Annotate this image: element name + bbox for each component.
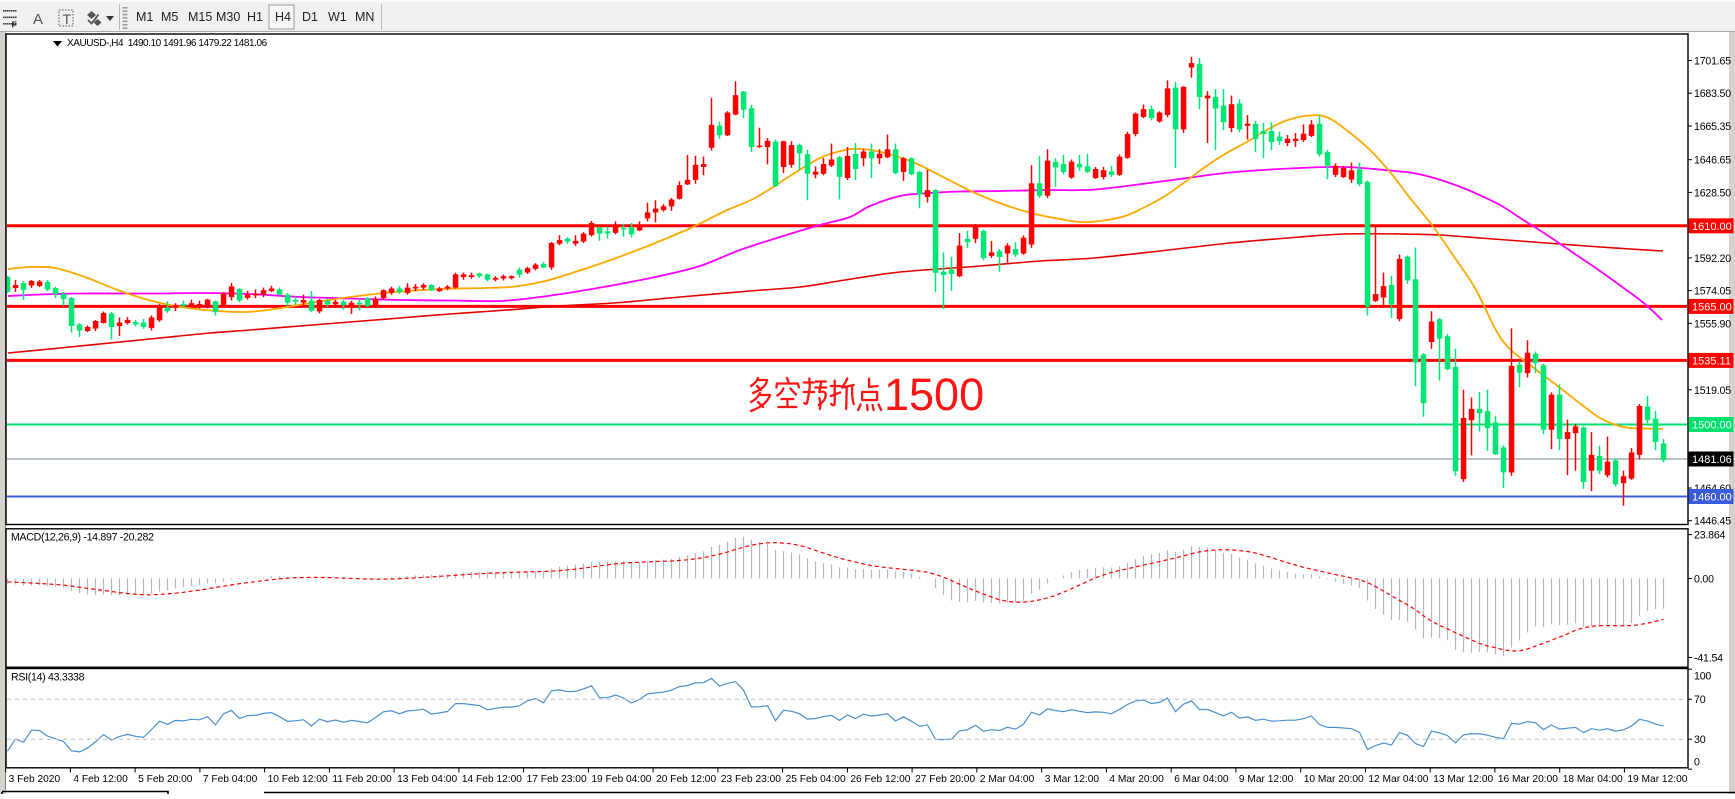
svg-text:1535.11: 1535.11 xyxy=(1692,355,1731,367)
svg-text:25 Feb 04:00: 25 Feb 04:00 xyxy=(786,774,846,785)
svg-text:1446.45: 1446.45 xyxy=(1694,516,1731,528)
svg-text:1481.06: 1481.06 xyxy=(1692,454,1732,466)
svg-text:10 Feb 12:00: 10 Feb 12:00 xyxy=(268,774,328,785)
svg-text:T: T xyxy=(63,11,72,27)
svg-text:1574.05: 1574.05 xyxy=(1694,286,1731,298)
svg-text:1628.50: 1628.50 xyxy=(1694,187,1731,199)
svg-text:M1: M1 xyxy=(136,10,153,24)
svg-text:11 Feb 20:00: 11 Feb 20:00 xyxy=(332,774,392,785)
svg-text:1500.00: 1500.00 xyxy=(1692,420,1732,432)
svg-text:30: 30 xyxy=(1694,734,1706,746)
svg-text:12 Mar 04:00: 12 Mar 04:00 xyxy=(1368,774,1428,785)
svg-text:1500: 1500 xyxy=(884,369,984,420)
svg-text:2 Mar 04:00: 2 Mar 04:00 xyxy=(980,774,1035,785)
svg-text:3 Feb 2020: 3 Feb 2020 xyxy=(9,774,61,785)
svg-text:1555.90: 1555.90 xyxy=(1694,318,1731,330)
svg-text:1646.65: 1646.65 xyxy=(1694,155,1731,167)
svg-text:13 Feb 04:00: 13 Feb 04:00 xyxy=(397,774,457,785)
svg-text:4 Feb 12:00: 4 Feb 12:00 xyxy=(73,774,128,785)
svg-text:20 Feb 12:00: 20 Feb 12:00 xyxy=(656,774,716,785)
svg-text:70: 70 xyxy=(1694,694,1706,706)
svg-text:1665.35: 1665.35 xyxy=(1694,121,1731,133)
svg-text:F: F xyxy=(12,20,17,30)
svg-text:D1: D1 xyxy=(302,10,318,24)
svg-text:1610.00: 1610.00 xyxy=(1692,221,1732,233)
svg-text:5 Feb 20:00: 5 Feb 20:00 xyxy=(138,774,193,785)
svg-text:XAUUSD-,H4 1490.10 1491.96 14: XAUUSD-,H4 1490.10 1491.96 1479.22 1481.… xyxy=(67,38,268,49)
svg-text:-41.54: -41.54 xyxy=(1694,653,1723,665)
svg-text:1460.00: 1460.00 xyxy=(1692,492,1732,504)
svg-text:1701.65: 1701.65 xyxy=(1694,56,1731,68)
svg-text:1519.05: 1519.05 xyxy=(1694,385,1731,397)
svg-text:MN: MN xyxy=(355,10,374,24)
svg-text:26 Feb 12:00: 26 Feb 12:00 xyxy=(850,774,910,785)
svg-text:A: A xyxy=(33,11,43,28)
svg-text:19 Feb 04:00: 19 Feb 04:00 xyxy=(591,774,651,785)
svg-text:7 Feb 04:00: 7 Feb 04:00 xyxy=(203,774,258,785)
svg-text:16 Mar 20:00: 16 Mar 20:00 xyxy=(1498,774,1558,785)
svg-text:9 Mar 12:00: 9 Mar 12:00 xyxy=(1239,774,1294,785)
svg-text:1592.20: 1592.20 xyxy=(1694,253,1731,265)
svg-text:4 Mar 20:00: 4 Mar 20:00 xyxy=(1109,774,1164,785)
svg-text:W1: W1 xyxy=(328,10,347,24)
svg-text:M30: M30 xyxy=(216,10,240,24)
svg-text:M5: M5 xyxy=(161,10,178,24)
svg-text:14 Feb 12:00: 14 Feb 12:00 xyxy=(462,774,522,785)
svg-text:100: 100 xyxy=(1694,671,1711,683)
svg-text:1683.50: 1683.50 xyxy=(1694,88,1731,100)
svg-text:27 Feb 20:00: 27 Feb 20:00 xyxy=(915,774,975,785)
svg-text:19 Mar 12:00: 19 Mar 12:00 xyxy=(1627,774,1687,785)
svg-text:RSI(14) 43.3338: RSI(14) 43.3338 xyxy=(11,672,85,684)
svg-text:10 Mar 20:00: 10 Mar 20:00 xyxy=(1304,774,1364,785)
svg-text:H1: H1 xyxy=(247,10,263,24)
svg-text:17 Feb 23:00: 17 Feb 23:00 xyxy=(527,774,587,785)
svg-text:23.864: 23.864 xyxy=(1694,530,1726,542)
svg-text:23 Feb 23:00: 23 Feb 23:00 xyxy=(721,774,781,785)
svg-text:3 Mar 12:00: 3 Mar 12:00 xyxy=(1045,774,1100,785)
svg-text:M15: M15 xyxy=(188,10,212,24)
svg-text:0.00: 0.00 xyxy=(1694,574,1714,586)
svg-text:H4: H4 xyxy=(275,10,291,24)
svg-text:6 Mar 04:00: 6 Mar 04:00 xyxy=(1174,774,1229,785)
svg-text:18 Mar 04:00: 18 Mar 04:00 xyxy=(1563,774,1623,785)
svg-text:13 Mar 12:00: 13 Mar 12:00 xyxy=(1433,774,1493,785)
svg-text:MACD(12,26,9) -14.897 -20.282: MACD(12,26,9) -14.897 -20.282 xyxy=(11,532,154,544)
svg-text:0: 0 xyxy=(1694,757,1700,769)
svg-text:1565.00: 1565.00 xyxy=(1692,301,1732,313)
